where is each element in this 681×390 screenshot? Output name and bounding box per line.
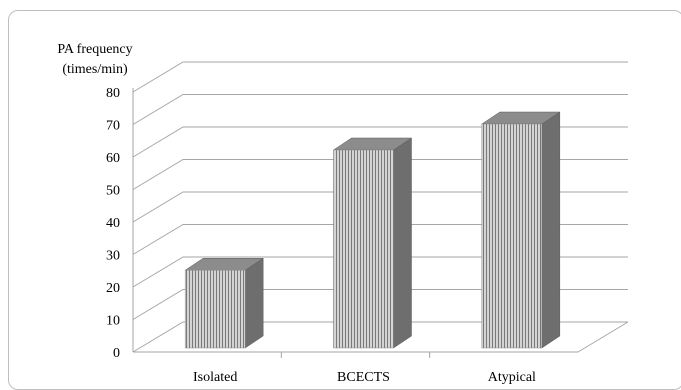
gridline <box>132 256 628 288</box>
floor-edge <box>577 321 629 353</box>
gridline <box>132 126 628 158</box>
gridline <box>132 289 628 320</box>
bar-front <box>481 123 543 349</box>
bars <box>184 111 561 349</box>
y-tick-label: 20 <box>106 281 120 296</box>
bar <box>184 257 264 349</box>
y-tick-label: 0 <box>113 346 120 361</box>
bar-side <box>393 137 412 349</box>
bar-front <box>333 149 394 349</box>
y-axis-title-line-2: (times/min) <box>62 62 128 77</box>
x-tick-labels: Isolated BCECTS Atypical <box>193 370 536 385</box>
y-tick-label: 70 <box>106 119 120 134</box>
y-tick-label: 60 <box>106 151 120 166</box>
gridline <box>132 321 628 353</box>
x-tick-label: Isolated <box>193 370 237 385</box>
grid-and-axes <box>132 61 629 358</box>
y-tick-label: 50 <box>106 184 120 199</box>
gridline <box>132 191 628 223</box>
bar-front <box>184 270 246 349</box>
bar-side <box>244 257 264 349</box>
bar <box>332 137 413 349</box>
gridline <box>132 159 628 190</box>
y-tick-label: 10 <box>106 314 120 329</box>
y-axis-title-line-1: PA frequency <box>57 42 132 57</box>
y-tick-labels: 0 10 20 30 40 50 60 70 80 <box>106 86 120 361</box>
gridline <box>132 61 628 93</box>
x-tick-label: BCECTS <box>337 370 390 385</box>
x-tick-label: Atypical <box>488 370 536 385</box>
gridline <box>132 224 628 255</box>
y-tick-label: 80 <box>106 86 120 101</box>
y-tick-label: 30 <box>106 249 120 264</box>
gridline <box>132 94 628 125</box>
bar-side <box>541 111 561 349</box>
y-tick-label: 40 <box>106 216 120 231</box>
bar <box>481 111 561 349</box>
